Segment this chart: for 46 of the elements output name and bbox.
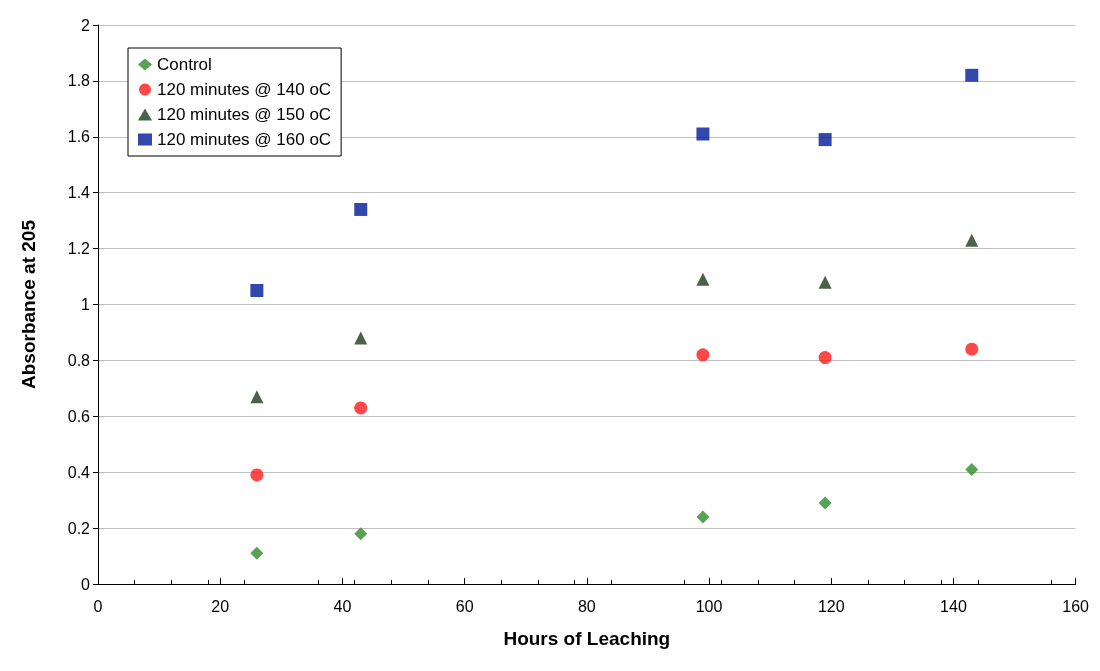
- x-tick-label: 160: [1062, 597, 1090, 615]
- y-tick-label: 0.8: [67, 351, 91, 369]
- x-tick-label: 100: [695, 597, 723, 615]
- legend-label: 120 minutes @ 140 oC: [157, 80, 332, 99]
- point: [250, 284, 264, 298]
- legend-label: 120 minutes @ 150 oC: [157, 105, 332, 124]
- y-tick-label: 1.6: [67, 128, 91, 146]
- point: [250, 468, 264, 482]
- point: [965, 342, 979, 356]
- y-tick-label: 1.8: [67, 72, 91, 90]
- point: [696, 510, 710, 524]
- y-tick-label: 1.2: [67, 240, 91, 258]
- point: [354, 331, 368, 345]
- y-axis-title: Absorbance at 205: [18, 219, 39, 389]
- point: [250, 546, 264, 560]
- point: [818, 275, 832, 289]
- point: [965, 233, 979, 247]
- y-tick-label: 1: [81, 296, 91, 313]
- point: [696, 272, 710, 286]
- y-tick-label: 0: [81, 575, 91, 593]
- x-tick-label: 80: [577, 597, 596, 615]
- y-tick-label: 0.2: [67, 519, 91, 537]
- point: [354, 527, 368, 541]
- point: [818, 496, 832, 510]
- y-tick-label: 0.6: [67, 407, 91, 425]
- x-tick-label: 120: [817, 597, 845, 615]
- point: [965, 462, 979, 476]
- point: [818, 351, 832, 365]
- x-tick-label: 140: [940, 597, 967, 615]
- x-axis-title: Hours of Leaching: [503, 628, 671, 649]
- y-tick-label: 0.4: [67, 463, 91, 481]
- y-tick-label: 2: [81, 16, 91, 34]
- legend-label: 120 minutes @ 160 oC: [157, 130, 332, 149]
- point: [250, 390, 264, 404]
- y-tick-label: 1.4: [67, 184, 91, 202]
- point: [696, 127, 710, 141]
- x-tick-label: 20: [211, 597, 230, 615]
- point: [818, 133, 832, 147]
- legend-label: Control: [157, 55, 212, 74]
- point: [354, 202, 368, 216]
- x-tick-label: 40: [333, 597, 352, 615]
- x-tick-label: 0: [93, 597, 103, 615]
- x-tick-label: 60: [455, 597, 474, 615]
- point: [965, 68, 979, 82]
- point: [696, 348, 710, 362]
- point: [354, 401, 368, 415]
